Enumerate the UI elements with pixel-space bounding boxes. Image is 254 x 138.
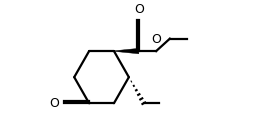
Text: O: O (50, 97, 59, 110)
Polygon shape (114, 48, 139, 54)
Text: O: O (151, 33, 161, 46)
Text: O: O (134, 3, 144, 16)
